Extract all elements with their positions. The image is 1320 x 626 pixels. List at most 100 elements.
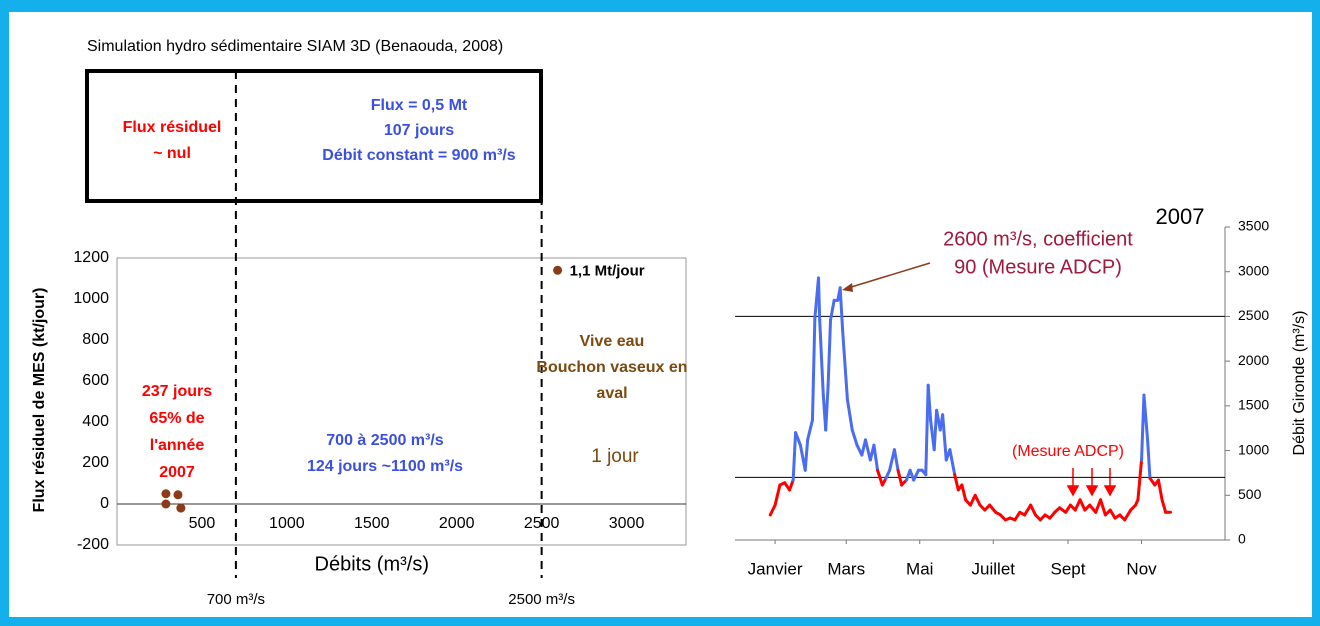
annotation-text: 2007 bbox=[159, 464, 195, 481]
annotation-text: Débit constant = 900 m³/s bbox=[322, 147, 515, 164]
x-tick-label: Mars bbox=[827, 559, 865, 578]
annotation-text: ~ nul bbox=[153, 145, 191, 162]
annotation-text: 2600 m³/s, coefficient bbox=[943, 228, 1133, 250]
flow-segment bbox=[941, 413, 948, 462]
flow-segment bbox=[1013, 510, 1022, 522]
flow-segment bbox=[876, 468, 884, 487]
annotation-text: Flux résiduel bbox=[123, 119, 222, 136]
y-tick-label: 2000 bbox=[1238, 352, 1269, 368]
flow-segment bbox=[824, 383, 830, 432]
y-tick-label: 0 bbox=[1238, 531, 1246, 547]
y-tick-label: 2500 bbox=[1238, 307, 1269, 323]
flow-segment bbox=[838, 286, 845, 332]
y-tick-label: 1000 bbox=[1238, 441, 1269, 457]
point bbox=[553, 265, 563, 275]
flow-segment bbox=[810, 316, 817, 422]
annotation-text: 237 jours bbox=[142, 383, 212, 400]
annotation-text: 700 à 2500 m³/s bbox=[326, 432, 444, 449]
point bbox=[173, 490, 183, 500]
flow-segment bbox=[872, 443, 880, 472]
flow-segment bbox=[841, 328, 849, 402]
marker-head bbox=[1085, 485, 1099, 497]
arrow-head bbox=[842, 283, 853, 292]
threshold-label: 2500 m³/s bbox=[508, 591, 575, 608]
flow-segment bbox=[1078, 498, 1087, 512]
annotation-text: 90 (Mesure ADCP) bbox=[954, 256, 1122, 278]
chart-title: 2007 bbox=[1156, 204, 1205, 229]
marker-head bbox=[1103, 485, 1117, 497]
x-tick-label: Janvier bbox=[748, 559, 803, 578]
y-tick-label: 500 bbox=[1238, 486, 1262, 502]
flow-segment bbox=[1123, 508, 1133, 522]
flow-segment bbox=[1108, 508, 1117, 520]
flow-segment bbox=[912, 468, 921, 482]
x-tick-label: Sept bbox=[1051, 559, 1086, 578]
flow-segment bbox=[988, 503, 998, 514]
x-tick-label: Mai bbox=[906, 559, 933, 578]
x-axis-label: Débits (m³/s) bbox=[315, 553, 429, 575]
flow-segment bbox=[1136, 458, 1144, 502]
flow-segment bbox=[1160, 498, 1168, 514]
x-tick-label: 2000 bbox=[439, 515, 475, 532]
flow-segment bbox=[794, 431, 802, 447]
flow-segment bbox=[1146, 438, 1152, 480]
annotation-text: Vive eau bbox=[580, 333, 645, 350]
flow-segment bbox=[788, 478, 795, 492]
y-tick-label: 1500 bbox=[1238, 397, 1269, 413]
flow-segment bbox=[1029, 503, 1037, 517]
flow-segment bbox=[829, 298, 836, 322]
flow-segment bbox=[932, 408, 939, 452]
point bbox=[161, 499, 171, 509]
flow-segment bbox=[1099, 498, 1107, 517]
y-tick-label: 1000 bbox=[73, 290, 109, 307]
annotation-text: 65% de bbox=[149, 410, 204, 427]
annotation-text: aval bbox=[596, 385, 627, 402]
threshold-label: 700 m³/s bbox=[207, 591, 265, 608]
y-axis-label: Flux résiduel de MES (kt/jour) bbox=[31, 288, 48, 513]
subtitle: Simulation hydro sédimentaire SIAM 3D (B… bbox=[87, 38, 503, 55]
y-tick-label: -200 bbox=[77, 536, 109, 553]
y-tick-label: 3000 bbox=[1238, 262, 1269, 278]
x-tick-label: Juillet bbox=[972, 559, 1016, 578]
annotation-text: 1 jour bbox=[591, 446, 639, 467]
flow-segment bbox=[803, 438, 810, 472]
x-tick-label: Nov bbox=[1126, 559, 1157, 578]
marker-head bbox=[1066, 485, 1080, 497]
flow-segment bbox=[818, 318, 825, 397]
flow-segment bbox=[892, 448, 900, 472]
y-axis-label: Débit Gironde (m³/s) bbox=[1291, 311, 1308, 456]
summary-box bbox=[85, 69, 543, 203]
x-tick-label: 3000 bbox=[609, 515, 645, 532]
annotation-text: Bouchon vaseux en bbox=[536, 359, 687, 376]
point bbox=[176, 503, 186, 513]
flow-segment bbox=[1156, 478, 1164, 502]
flow-segment bbox=[1023, 503, 1033, 517]
annotation-text: Flux = 0,5 Mt bbox=[371, 97, 468, 114]
y-tick-label: 600 bbox=[82, 372, 109, 389]
flow-segment bbox=[845, 398, 854, 432]
x-tick-label: 1000 bbox=[269, 515, 305, 532]
flow-segment bbox=[806, 418, 814, 442]
flow-segment bbox=[973, 493, 982, 507]
flow-segment bbox=[960, 483, 968, 502]
flow-segment bbox=[773, 483, 782, 507]
adcp-arrow bbox=[842, 262, 931, 292]
y-tick-label: 0 bbox=[100, 495, 109, 512]
annotation-text: 107 jours bbox=[384, 122, 454, 139]
adcp-markers bbox=[1066, 468, 1117, 497]
flow-segment bbox=[896, 468, 904, 487]
y-tick-label: 200 bbox=[82, 454, 109, 471]
flow-segment bbox=[826, 318, 833, 387]
annotation-text: 124 jours ~1100 m³/s bbox=[307, 458, 463, 475]
flow-segment bbox=[791, 431, 798, 482]
flow-segment bbox=[926, 383, 933, 422]
flow-segment bbox=[816, 276, 822, 322]
y-tick-label: 1200 bbox=[73, 249, 109, 266]
y-tick-label: 3500 bbox=[1238, 218, 1269, 234]
plot-frame bbox=[116, 257, 687, 546]
annotation-text: l'année bbox=[150, 437, 205, 454]
flow-segment bbox=[863, 438, 872, 462]
x-tick-label: 500 bbox=[189, 515, 216, 532]
y-tick-label: 400 bbox=[82, 413, 109, 430]
